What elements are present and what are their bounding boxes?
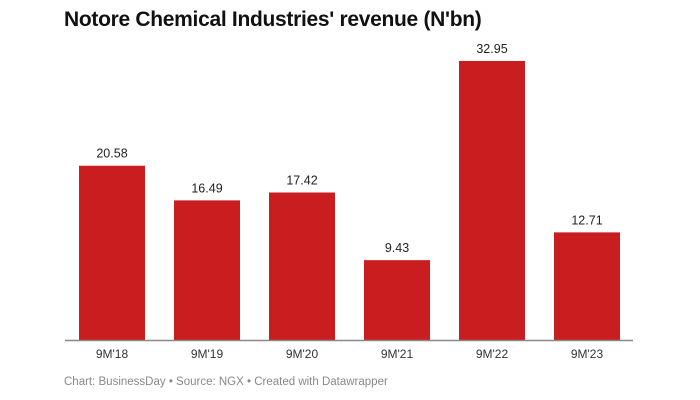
x-tick-label: 9M'18 [96, 347, 129, 361]
bar [364, 260, 430, 340]
x-tick-label: 9M'23 [571, 347, 604, 361]
bar [459, 61, 525, 340]
data-label: 32.95 [476, 42, 507, 56]
bar [269, 192, 335, 340]
data-label: 16.49 [191, 181, 222, 195]
x-tick-label: 9M'22 [476, 347, 509, 361]
data-label: 20.58 [96, 147, 127, 161]
bar [174, 200, 240, 340]
bar [554, 232, 620, 340]
x-tick-label: 9M'20 [286, 347, 319, 361]
chart-footer: Chart: BusinessDay • Source: NGX • Creat… [64, 376, 388, 388]
x-tick-label: 9M'21 [381, 347, 414, 361]
bar [79, 165, 145, 340]
chart-title: Notore Chemical Industries' revenue (N'b… [64, 8, 482, 31]
data-label: 17.42 [286, 173, 317, 187]
x-tick-label: 9M'19 [191, 347, 224, 361]
data-label: 12.71 [571, 213, 602, 227]
data-label: 9.43 [385, 241, 409, 255]
